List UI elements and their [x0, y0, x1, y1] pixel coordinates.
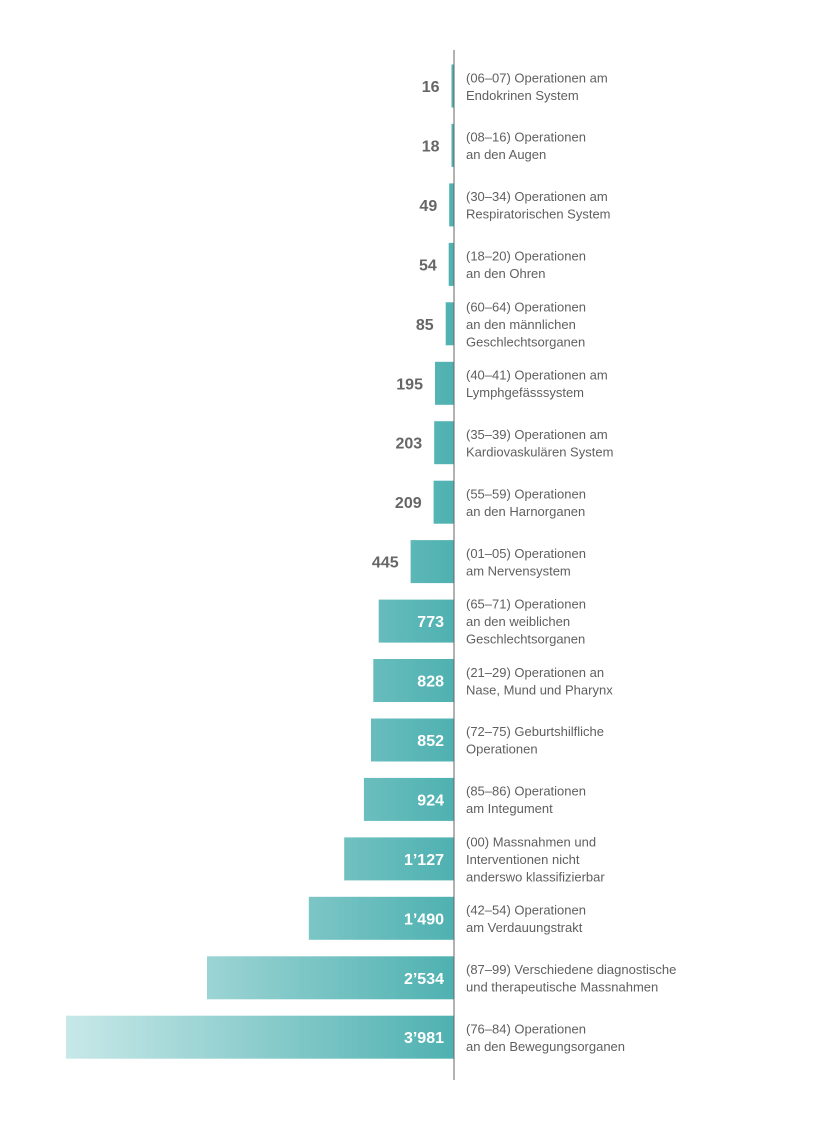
- category-label-line: Interventionen nicht: [466, 852, 580, 867]
- category-label-line: (35–39) Operationen am: [466, 427, 608, 442]
- value-label-2: 49: [419, 198, 437, 215]
- category-label-line: an den Bewegungsorganen: [466, 1039, 625, 1054]
- value-label-4: 85: [416, 317, 434, 334]
- category-label-line: (55–59) Operationen: [466, 486, 586, 501]
- bar-6: [434, 421, 454, 465]
- value-label-8: 445: [372, 555, 399, 572]
- bar-12: [363, 777, 454, 821]
- bars-group: [66, 64, 454, 1059]
- category-label-line: (06–07) Operationen am: [466, 70, 608, 85]
- category-label-2: (30–34) Operationen am Respiratorischen S…: [466, 189, 611, 222]
- category-label-line: (18–20) Operationen: [466, 249, 586, 264]
- category-label-3: (18–20) Operationen an den Ohren: [466, 249, 586, 282]
- category-label-line: anderswo klassifizierbar: [466, 869, 605, 884]
- category-label-line: (30–34) Operationen am: [466, 189, 608, 204]
- category-label-line: Kardiovaskulären System: [466, 445, 613, 460]
- category-label-line: an den Ohren: [466, 266, 546, 281]
- category-label-line: Operationen: [466, 742, 538, 757]
- category-label-8: (01–05) Operationen am Nervensystem: [466, 546, 586, 579]
- category-label-line: Geschlechtsorganen: [466, 334, 585, 349]
- category-label-15: (87–99) Verschiedene diagnostische und th…: [466, 962, 676, 995]
- category-label-line: Lymphgefässsystem: [466, 385, 584, 400]
- category-label-line: (08–16) Operationen: [466, 130, 586, 145]
- category-label-11: (72–75) Geburtshilfliche Operationen: [466, 724, 604, 757]
- category-label-line: am Integument: [466, 801, 553, 816]
- category-label-line: Nase, Mund und Pharynx: [466, 682, 613, 697]
- category-label-line: (72–75) Geburtshilfliche: [466, 724, 604, 739]
- value-label-3: 54: [419, 257, 437, 274]
- bar-16: [66, 1015, 454, 1059]
- category-label-line: (65–71) Operationen: [466, 597, 586, 612]
- category-label-line: (21–29) Operationen an: [466, 665, 604, 680]
- category-label-12: (85–86) Operationen am Integument: [466, 784, 586, 817]
- category-label-line: (00) Massnahmen und: [466, 834, 596, 849]
- category-labels-group: (06–07) Operationen am Endokrinen System(…: [466, 70, 676, 1054]
- bar-10: [373, 659, 454, 702]
- category-label-14: (42–54) Operationen am Verdauungstrakt: [466, 903, 586, 936]
- category-label-16: (76–84) Operationen an den Bewegungsorgan…: [466, 1022, 625, 1055]
- bar-13: [344, 837, 454, 881]
- category-label-line: Respiratorischen System: [466, 207, 611, 222]
- category-label-line: Geschlechtsorganen: [466, 632, 585, 647]
- category-label-4: (60–64) Operationen an den männlichen Gesc…: [466, 299, 586, 349]
- category-label-9: (65–71) Operationen an den weiblichen Gesc…: [466, 597, 586, 647]
- category-label-line: (01–05) Operationen: [466, 546, 586, 561]
- category-label-line: (60–64) Operationen: [466, 299, 586, 314]
- value-label-7: 209: [395, 495, 422, 512]
- bar-15: [207, 956, 454, 1000]
- value-label-15: 2’534: [404, 971, 444, 988]
- bar-8: [410, 540, 454, 584]
- value-label-11: 852: [417, 733, 444, 750]
- bar-7: [433, 480, 454, 524]
- category-label-line: an den Augen: [466, 147, 546, 162]
- bar-2: [449, 183, 454, 227]
- bar-3: [448, 242, 454, 286]
- category-label-13: (00) Massnahmen und Interventionen nicht a…: [466, 834, 605, 884]
- category-label-line: an den männlichen: [466, 317, 576, 332]
- category-label-line: (85–86) Operationen: [466, 784, 586, 799]
- category-label-line: an den weiblichen: [466, 614, 570, 629]
- value-label-5: 195: [396, 376, 423, 393]
- category-label-line: Endokrinen System: [466, 88, 579, 103]
- category-label-line: an den Harnorganen: [466, 504, 585, 519]
- value-label-16: 3’981: [404, 1030, 444, 1047]
- category-label-10: (21–29) Operationen an Nase, Mund und Pha…: [466, 665, 613, 698]
- category-label-line: und therapeutische Massnahmen: [466, 980, 658, 995]
- category-label-5: (40–41) Operationen am Lymphgefässsystem: [466, 368, 608, 401]
- bar-1: [451, 123, 454, 167]
- value-label-12: 924: [417, 792, 444, 809]
- value-label-6: 203: [396, 436, 423, 453]
- value-label-10: 828: [417, 674, 444, 691]
- category-label-line: (87–99) Verschiedene diagnostische: [466, 962, 676, 977]
- value-label-0: 16: [422, 79, 440, 96]
- category-label-line: am Nervensystem: [466, 563, 571, 578]
- bar-0: [451, 64, 454, 108]
- category-label-6: (35–39) Operationen am Kardiovaskulären S…: [466, 427, 613, 460]
- value-label-13: 1’127: [404, 852, 444, 869]
- category-label-7: (55–59) Operationen an den Harnorganen: [466, 486, 586, 519]
- value-label-14: 1’490: [404, 911, 444, 928]
- category-label-1: (08–16) Operationen an den Augen: [466, 130, 586, 163]
- bar-4: [445, 302, 454, 346]
- category-label-line: am Verdauungstrakt: [466, 920, 583, 935]
- category-label-0: (06–07) Operationen am Endokrinen System: [466, 70, 608, 103]
- category-label-line: (40–41) Operationen am: [466, 368, 608, 383]
- value-labels-group: 16 18 49 54 85 195 203 209 445 773 828 852 924 1’127 1…: [372, 79, 444, 1047]
- value-label-9: 773: [417, 614, 444, 631]
- category-label-line: (76–84) Operationen: [466, 1022, 586, 1037]
- bar-5: [435, 361, 454, 405]
- value-label-1: 18: [422, 138, 440, 155]
- bar-11: [371, 718, 454, 762]
- category-label-line: (42–54) Operationen: [466, 903, 586, 918]
- bar-9: [378, 599, 454, 643]
- bar-14: [308, 896, 454, 940]
